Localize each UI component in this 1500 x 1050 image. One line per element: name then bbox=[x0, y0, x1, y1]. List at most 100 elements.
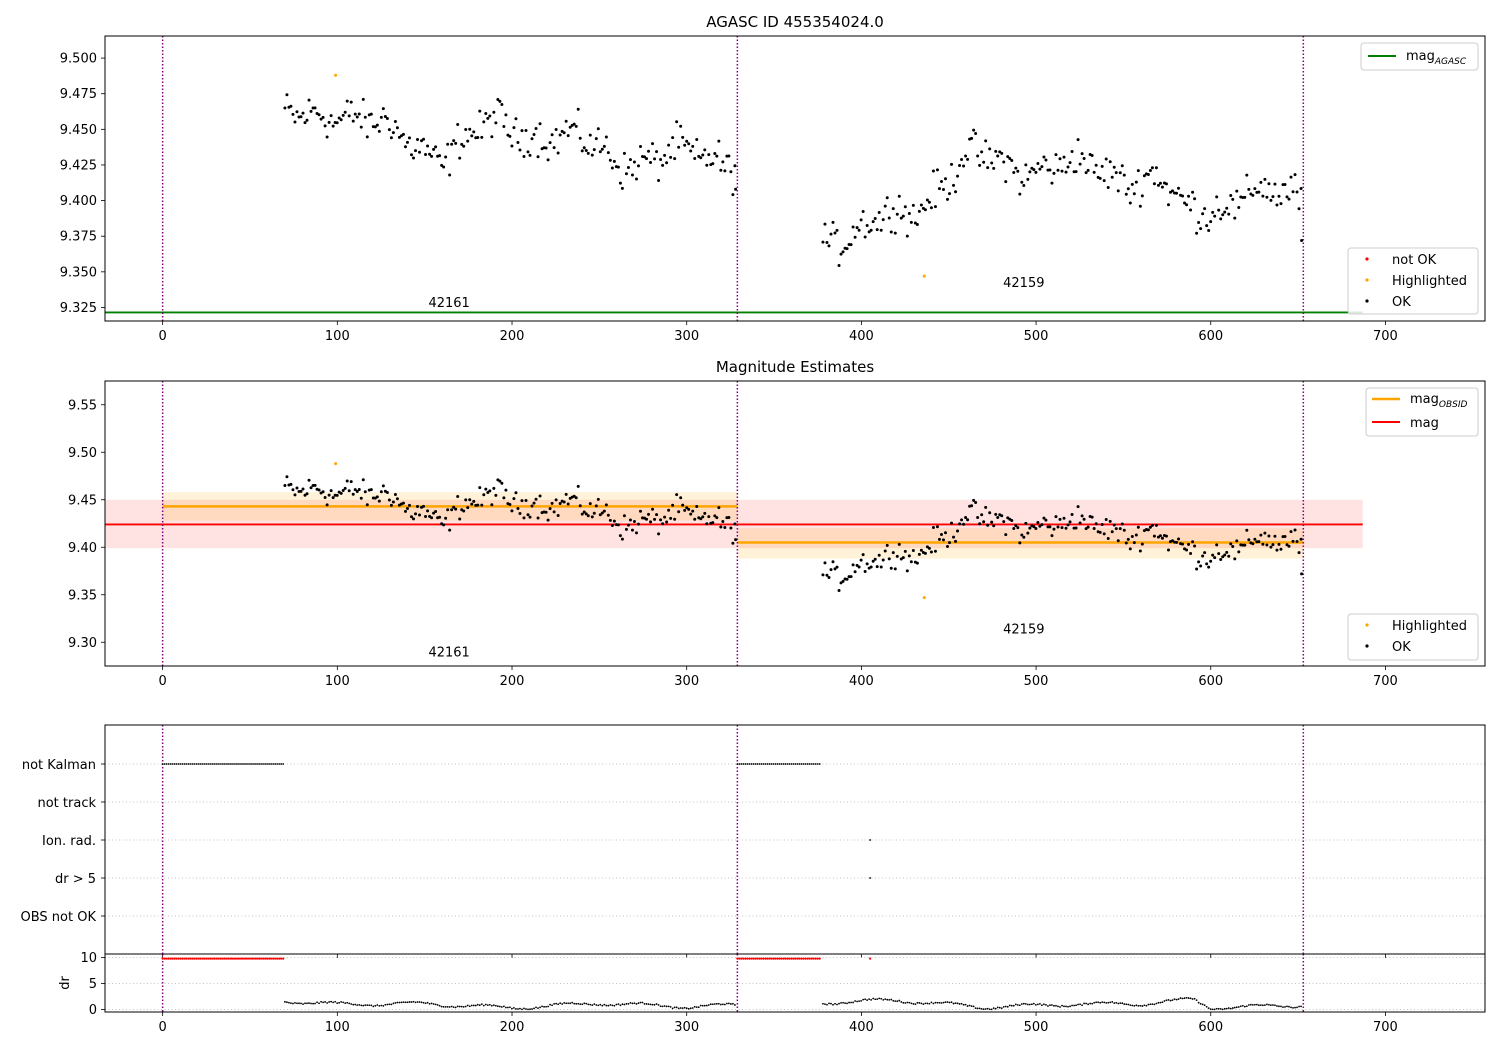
ok-point bbox=[456, 122, 460, 126]
dr-point bbox=[1243, 1005, 1246, 1008]
dr-point bbox=[1239, 1005, 1242, 1008]
ok-point bbox=[422, 504, 426, 508]
dr-point bbox=[597, 1004, 600, 1007]
dr-point bbox=[1109, 1001, 1112, 1004]
dr-point bbox=[625, 1002, 628, 1005]
ok-point bbox=[369, 488, 373, 492]
dr-point bbox=[1137, 1004, 1140, 1007]
ok-point bbox=[1213, 556, 1217, 560]
ok-point bbox=[974, 132, 978, 136]
ok-point bbox=[988, 147, 992, 151]
ok-point bbox=[1084, 171, 1088, 175]
dr-point bbox=[1201, 1003, 1204, 1006]
clipped-dr-point bbox=[249, 957, 253, 960]
clipped-dr-point bbox=[167, 957, 170, 960]
dr-point bbox=[1075, 1004, 1077, 1007]
ok-point bbox=[430, 154, 434, 158]
ok-point bbox=[1267, 534, 1271, 538]
dr-point bbox=[1286, 1005, 1288, 1008]
ok-point bbox=[841, 250, 845, 254]
dr-point bbox=[637, 1002, 640, 1005]
ok-point bbox=[1205, 224, 1209, 228]
ok-point bbox=[1231, 197, 1235, 201]
flag-mark bbox=[786, 763, 789, 765]
dr-point bbox=[496, 1005, 499, 1008]
ok-point bbox=[835, 228, 839, 232]
ok-point bbox=[939, 532, 943, 536]
ok-point bbox=[466, 139, 470, 143]
clipped-dr-point bbox=[802, 957, 805, 960]
ok-point bbox=[508, 502, 512, 506]
flag-mark bbox=[193, 763, 196, 765]
dr-point bbox=[962, 1003, 965, 1006]
dr-point bbox=[1199, 1002, 1202, 1005]
dr-point bbox=[1149, 1003, 1152, 1006]
ok-point bbox=[632, 520, 636, 524]
ok-point bbox=[446, 142, 450, 146]
ok-point bbox=[365, 503, 369, 507]
legend-ok-marker-middle bbox=[1365, 644, 1369, 648]
y-tick-label: 9.475 bbox=[60, 87, 97, 102]
ok-point bbox=[588, 502, 592, 506]
ok-point bbox=[452, 505, 456, 509]
ok-point bbox=[1279, 202, 1283, 206]
legend-highlighted-label-middle: Highlighted bbox=[1392, 619, 1467, 634]
ok-point bbox=[448, 528, 452, 532]
ok-point bbox=[351, 492, 355, 496]
ok-point bbox=[1062, 155, 1066, 159]
dr-point bbox=[585, 1002, 588, 1005]
clipped-dr-point bbox=[776, 957, 779, 960]
ok-point bbox=[610, 166, 614, 170]
dr-point bbox=[422, 1001, 425, 1004]
ok-point bbox=[1158, 534, 1162, 538]
ok-point bbox=[984, 505, 988, 509]
ok-point bbox=[482, 493, 486, 497]
ok-point bbox=[881, 218, 885, 222]
ok-point bbox=[550, 501, 554, 505]
dr-point bbox=[896, 1000, 899, 1003]
flag-mark bbox=[232, 763, 234, 765]
ok-point bbox=[827, 575, 831, 579]
ok-point bbox=[610, 524, 614, 528]
ok-point bbox=[875, 565, 879, 569]
ok-point bbox=[524, 499, 528, 503]
ok-point bbox=[584, 512, 588, 516]
ok-point bbox=[576, 484, 580, 488]
ok-point bbox=[612, 519, 616, 523]
ok-point bbox=[299, 115, 303, 119]
dr-point bbox=[850, 1001, 852, 1004]
ok-point bbox=[630, 173, 634, 177]
ok-point bbox=[556, 151, 560, 155]
ok-point bbox=[861, 553, 865, 557]
obsid-label-42161-top: 42161 bbox=[428, 296, 469, 311]
ok-point bbox=[723, 525, 727, 529]
ok-point bbox=[899, 216, 903, 220]
dr-point bbox=[402, 1001, 405, 1004]
dr-point bbox=[354, 1003, 357, 1006]
ok-point bbox=[661, 522, 665, 526]
dr-point bbox=[1253, 1003, 1256, 1006]
ok-point bbox=[879, 228, 883, 232]
y-tick-label: 0 bbox=[89, 1003, 97, 1018]
flag-mark bbox=[818, 763, 821, 765]
dr-point bbox=[430, 1002, 433, 1005]
dr-point bbox=[1163, 1000, 1166, 1002]
dr-point bbox=[864, 998, 867, 1001]
dr-point bbox=[460, 1005, 463, 1008]
ok-point bbox=[853, 235, 857, 239]
clipped-dr-point bbox=[223, 957, 227, 960]
clipped-dr-point bbox=[738, 957, 741, 960]
ok-point bbox=[490, 135, 494, 139]
dr-point bbox=[946, 1001, 949, 1003]
ok-point bbox=[458, 156, 462, 160]
ok-point bbox=[889, 566, 893, 570]
dr-point bbox=[924, 1002, 927, 1005]
ok-point bbox=[1068, 520, 1072, 524]
ok-point bbox=[673, 517, 677, 521]
dr-point bbox=[1020, 1003, 1023, 1005]
ok-point bbox=[568, 125, 572, 129]
ok-point bbox=[984, 139, 988, 143]
ok-point bbox=[966, 157, 970, 161]
ok-point bbox=[618, 181, 622, 185]
dr-point bbox=[1004, 1005, 1007, 1008]
